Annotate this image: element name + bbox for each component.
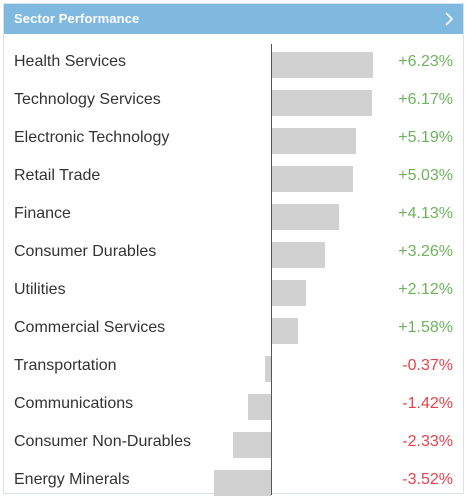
sector-row[interactable]: Electronic Technology +5.19% [4,120,463,158]
sector-row[interactable]: Health Services +6.23% [4,44,463,82]
sector-change-percent: -0.37% [402,357,453,374]
sector-bar [233,432,271,458]
sector-list: Health Services +6.23% Technology Services… [4,44,463,500]
sector-bar [213,470,271,496]
sector-change-percent: +1.58% [398,319,453,336]
sector-name: Consumer Non-Durables [14,433,191,450]
sector-bar [272,318,298,344]
sector-row[interactable]: Technology Services +6.17% [4,82,463,120]
sector-bar [265,356,271,382]
sector-name: Transportation [14,357,117,374]
sector-name: Electronic Technology [14,129,170,146]
sector-bar [272,280,307,306]
sector-row[interactable]: Consumer Durables +3.26% [4,234,463,272]
sector-bar [272,242,325,268]
sector-name: Technology Services [14,91,161,108]
sector-change-percent: +3.26% [398,243,453,260]
chevron-right-icon[interactable] [443,12,455,26]
sector-name: Energy Minerals [14,471,130,488]
sector-bar [272,90,372,116]
sector-change-percent: +5.19% [398,129,453,146]
sector-name: Communications [14,395,134,412]
sector-name: Retail Trade [14,167,101,184]
sector-change-percent: -1.42% [402,395,453,412]
sector-change-percent: -3.52% [402,471,453,488]
sector-name: Consumer Durables [14,243,157,260]
sector-change-percent: +6.17% [398,91,453,108]
sector-row[interactable]: Consumer Non-Durables -2.33% [4,424,463,462]
zero-axis-line [271,44,272,495]
sector-performance-widget: Sector Performance Health Services +6.23%… [3,3,464,496]
sector-row[interactable]: Commercial Services +1.58% [4,310,463,348]
sector-name: Commercial Services [14,319,166,336]
sector-change-percent: +5.03% [398,167,453,184]
sector-change-percent: -2.33% [402,433,453,450]
widget-title: Sector Performance [14,11,140,26]
sector-change-percent: +2.12% [398,281,453,298]
sector-name: Finance [14,205,71,222]
sector-performance-header[interactable]: Sector Performance [4,4,463,34]
sector-row[interactable]: Finance +4.13% [4,196,463,234]
sector-change-percent: +4.13% [398,205,453,222]
sector-name: Utilities [14,281,66,298]
sector-row[interactable]: Transportation -0.37% [4,348,463,386]
sector-row[interactable]: Energy Minerals -3.52% [4,462,463,500]
sector-row[interactable]: Communications -1.42% [4,386,463,424]
sector-bar [247,394,271,420]
sector-row[interactable]: Retail Trade +5.03% [4,158,463,196]
sector-bar [272,204,339,230]
sector-bar [272,128,357,154]
sector-row[interactable]: Utilities +2.12% [4,272,463,310]
sector-bar [272,52,373,78]
sector-name: Health Services [14,53,127,70]
sector-change-percent: +6.23% [398,53,453,70]
sector-bar [272,166,354,192]
